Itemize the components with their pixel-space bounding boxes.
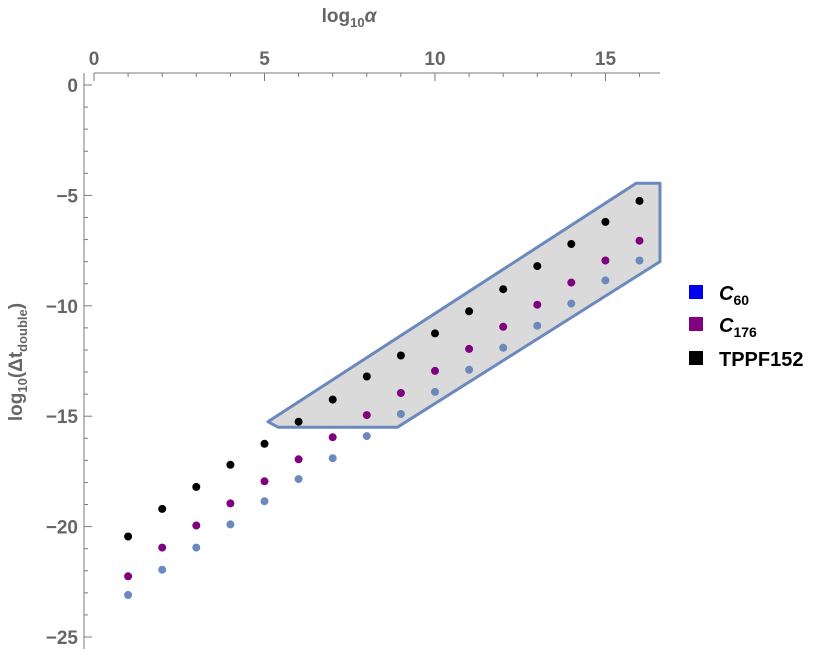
y-tick-label: −20 <box>46 518 78 539</box>
legend-swatch-tppf152 <box>689 351 703 365</box>
x-axis-title: log10α <box>322 6 378 30</box>
data-point-series-2 <box>362 432 371 441</box>
y-tick-label: 0 <box>67 76 78 97</box>
data-point-series-0 <box>226 460 235 469</box>
data-point-series-0 <box>533 262 542 271</box>
data-point-series-2 <box>192 543 201 552</box>
data-point-series-1 <box>533 300 542 309</box>
data-point-series-1 <box>362 411 371 420</box>
data-point-series-1 <box>499 322 508 331</box>
data-point-series-0 <box>260 439 269 448</box>
data-point-series-1 <box>465 344 474 353</box>
data-point-series-0 <box>294 417 303 426</box>
y-tick-label: −15 <box>46 407 79 428</box>
data-point-series-1 <box>635 236 644 245</box>
data-point-series-2 <box>431 387 439 396</box>
data-point-series-0 <box>396 351 405 360</box>
data-point-series-1 <box>396 389 405 397</box>
x-tick-label: 15 <box>595 49 617 70</box>
data-point-series-2 <box>226 520 235 529</box>
legend-item-c176: C176 <box>689 315 757 340</box>
data-points <box>124 196 644 599</box>
data-point-series-1 <box>294 455 303 464</box>
data-point-series-2 <box>567 299 576 308</box>
highlight-region-layer <box>266 181 662 429</box>
data-point-series-1 <box>601 256 610 265</box>
axes: 0 5 10 15 0 −5 −10 −15 −20 −25 <box>46 49 660 649</box>
data-point-series-1 <box>226 499 235 508</box>
data-point-series-0 <box>635 196 644 205</box>
legend-label-c60: C60 <box>719 283 749 308</box>
data-point-series-0 <box>362 372 371 381</box>
data-point-series-2 <box>294 475 303 484</box>
data-point-series-0 <box>431 329 439 338</box>
x-tick-label: 10 <box>424 49 445 70</box>
x-tick-label: 0 <box>89 49 100 70</box>
data-point-series-1 <box>328 433 337 442</box>
data-point-series-0 <box>124 532 133 541</box>
data-point-series-2 <box>465 365 474 374</box>
y-tick-label: −10 <box>46 297 78 318</box>
data-point-series-0 <box>328 395 337 404</box>
legend-label-tppf152: TPPF152 <box>719 349 803 371</box>
data-point-series-0 <box>465 307 474 316</box>
y-axis-title: log10(Δtdouble) <box>6 303 30 421</box>
data-point-series-0 <box>601 217 610 226</box>
data-point-series-1 <box>567 278 576 287</box>
data-point-series-0 <box>192 482 201 491</box>
legend-label-c176: C176 <box>719 315 757 340</box>
data-point-series-2 <box>499 343 508 352</box>
x-tick-label: 5 <box>259 49 270 70</box>
data-point-series-0 <box>499 285 508 294</box>
legend-swatch-c60 <box>689 285 703 299</box>
data-point-series-2 <box>328 454 337 463</box>
data-point-series-1 <box>260 477 269 486</box>
data-point-series-0 <box>158 504 167 513</box>
highlight-region <box>266 181 662 429</box>
data-point-series-2 <box>260 497 269 506</box>
data-point-series-1 <box>431 366 439 375</box>
data-point-series-2 <box>396 410 405 418</box>
legend: C60 C176 TPPF152 <box>689 283 803 371</box>
legend-swatch-c176 <box>689 317 703 331</box>
data-point-series-2 <box>635 256 644 265</box>
data-point-series-2 <box>601 276 610 285</box>
data-point-series-1 <box>192 521 201 530</box>
legend-item-tppf152: TPPF152 <box>689 349 803 371</box>
data-point-series-0 <box>567 240 576 248</box>
data-point-series-2 <box>124 591 133 599</box>
y-tick-label: −5 <box>56 186 78 207</box>
y-tick-label: −25 <box>46 628 79 649</box>
data-point-series-2 <box>158 565 167 574</box>
data-point-series-1 <box>158 543 167 552</box>
data-point-series-1 <box>124 572 133 581</box>
legend-item-c60: C60 <box>689 283 749 308</box>
data-point-series-2 <box>533 321 542 330</box>
